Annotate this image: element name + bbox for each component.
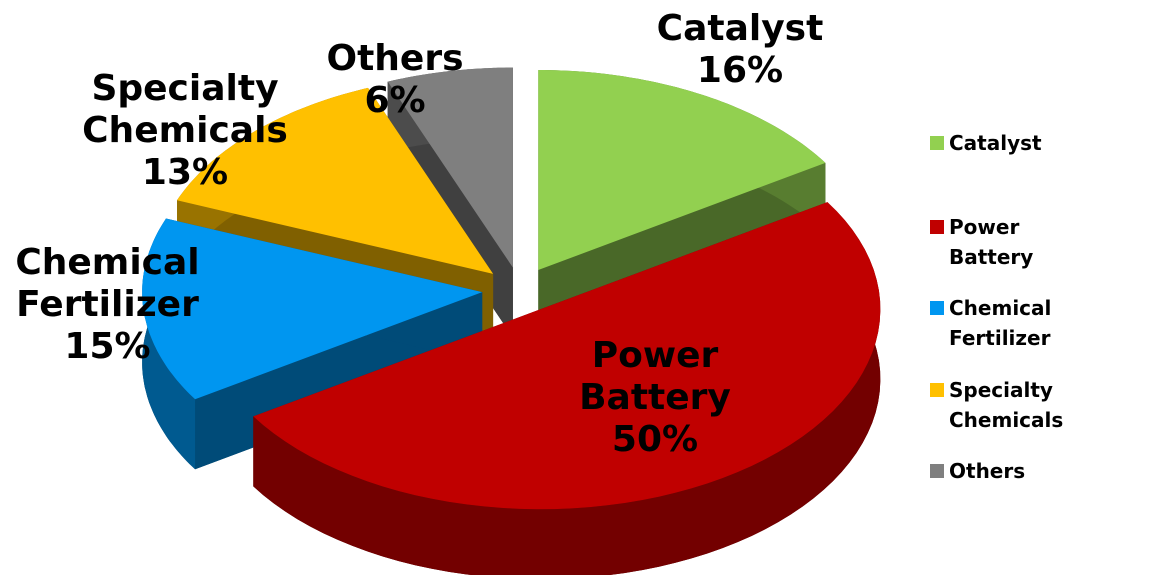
label-value: 50% — [611, 419, 699, 460]
legend-swatch — [930, 220, 944, 234]
legend-entry: Catalyst — [930, 128, 1150, 158]
legend-label: Chemical Fertilizer — [949, 296, 1052, 350]
slice-side — [253, 202, 881, 575]
label-category: Chemical Fertilizer — [15, 242, 200, 325]
label-category: Others — [326, 38, 464, 79]
label-category: Specialty Chemicals — [82, 68, 288, 151]
legend-entry: Specialty Chemicals — [930, 375, 1150, 435]
label-value: 15% — [64, 326, 151, 367]
data-label: Others 6% — [320, 38, 470, 122]
legend-label: Catalyst — [949, 131, 1042, 155]
data-label: Specialty Chemicals 13% — [75, 68, 295, 194]
slice — [177, 87, 494, 274]
slice — [538, 70, 826, 270]
legend-label: Specialty Chemicals — [949, 378, 1064, 432]
legend-swatch — [930, 464, 944, 478]
legend-swatch — [930, 383, 944, 397]
legend-entry: Chemical Fertilizer — [930, 293, 1150, 353]
data-label: Catalyst 16% — [640, 8, 840, 92]
label-value: 16% — [696, 50, 784, 91]
slice — [142, 218, 483, 400]
legend-entry: Others — [930, 456, 1150, 486]
legend-swatch — [930, 136, 944, 150]
slice — [253, 202, 881, 510]
legend-label: Power Battery — [949, 215, 1034, 269]
slice — [387, 67, 513, 268]
label-category: Catalyst — [656, 8, 824, 49]
legend-swatch — [930, 301, 944, 315]
label-category: Power Battery — [579, 335, 731, 418]
legend-entry: Power Battery — [930, 212, 1150, 272]
data-label: Chemical Fertilizer 15% — [0, 242, 215, 368]
label-value: 13% — [141, 152, 229, 193]
data-label: Power Battery 50% — [560, 335, 750, 461]
legend-label: Others — [949, 459, 1026, 483]
label-value: 6% — [364, 80, 426, 121]
